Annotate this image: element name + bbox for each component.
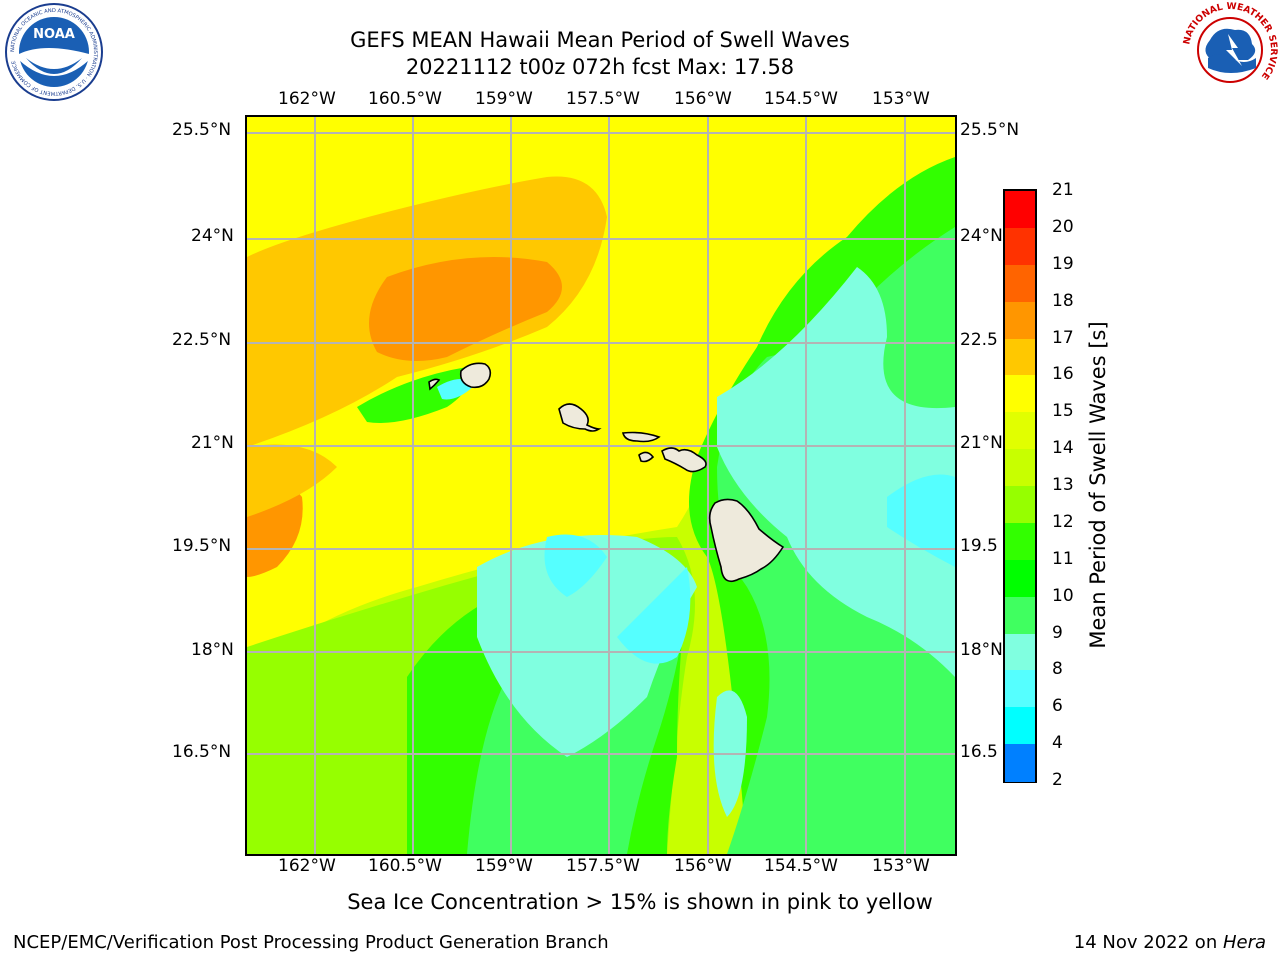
map-plot-area xyxy=(245,115,957,856)
lat-label-right: 19.5 xyxy=(960,536,998,556)
field-8-9-south xyxy=(544,534,607,597)
colorbar-segment xyxy=(1005,301,1035,339)
lon-label-top: 156°W xyxy=(674,89,732,109)
colorbar-segment xyxy=(1005,559,1035,598)
island-maui xyxy=(661,447,707,473)
lon-label-bottom: 153°W xyxy=(872,856,930,876)
lat-label-left: 16.5°N xyxy=(172,742,232,762)
lat-label-right: 18°N xyxy=(960,640,1003,660)
lon-label-bottom: 162°W xyxy=(278,856,336,876)
lat-label-right: 22.5 xyxy=(960,330,998,350)
lat-label-left: 25.5°N xyxy=(172,120,232,140)
nws-logo: NATIONAL WEATHER SERVICE xyxy=(1181,1,1279,98)
colorbar-segment xyxy=(1005,670,1035,708)
colorbar-tick-label: 9 xyxy=(1052,622,1063,643)
colorbar-tick-label: 12 xyxy=(1052,511,1074,532)
colorbar-tick-label: 21 xyxy=(1052,180,1074,200)
lat-label-right: 25.5°N xyxy=(960,120,1020,140)
colorbar xyxy=(1003,189,1037,783)
colorbar-tick-label: 4 xyxy=(1052,733,1063,754)
colorbar-segment xyxy=(1005,227,1035,266)
colorbar-segment xyxy=(1005,264,1035,303)
map-title: GEFS MEAN Hawaii Mean Period of Swell Wa… xyxy=(350,28,850,52)
colorbar-segment xyxy=(1005,522,1035,561)
lon-label-bottom: 154.5°W xyxy=(764,856,838,876)
sea-ice-note: Sea Ice Concentration > 15% is shown in … xyxy=(347,890,933,914)
colorbar-tick-label: 15 xyxy=(1052,401,1074,422)
colorbar-tick-label: 19 xyxy=(1052,253,1074,274)
noaa-logo: NOAA NATIONAL OCEANIC AND ATMOSPHERIC AD… xyxy=(5,3,103,101)
lon-label-bottom: 159°W xyxy=(475,856,533,876)
colorbar-tick-label: 20 xyxy=(1052,216,1074,237)
colorbar-segment xyxy=(1005,375,1035,413)
map-gridlines xyxy=(247,117,955,854)
lon-label-top: 153°W xyxy=(872,89,930,109)
colorbar-segment xyxy=(1005,596,1035,634)
colorbar-tick-label: 13 xyxy=(1052,475,1074,495)
island-oahu xyxy=(558,403,602,432)
lat-label-right: 21°N xyxy=(960,433,1003,453)
noaa-logo-text: NOAA xyxy=(33,27,75,42)
colorbar-segment xyxy=(1005,486,1035,524)
lon-label-bottom: 157.5°W xyxy=(566,856,640,876)
lat-label-left: 22.5°N xyxy=(172,330,232,350)
lon-label-bottom: 156°W xyxy=(674,856,732,876)
colorbar-tick-label: 8 xyxy=(1052,659,1063,680)
lon-label-top: 157.5°W xyxy=(566,89,640,109)
colorbar-segment xyxy=(1005,338,1035,376)
colorbar-segment xyxy=(1005,633,1035,671)
colorbar-tick-label: 2 xyxy=(1052,770,1063,790)
island-lanai xyxy=(638,451,655,463)
lat-label-left: 24°N xyxy=(191,226,234,246)
lat-label-left: 21°N xyxy=(191,433,234,453)
colorbar-segment xyxy=(1005,744,1035,782)
lon-label-top: 159°W xyxy=(475,89,533,109)
lon-label-top: 162°W xyxy=(278,89,336,109)
island-kauai xyxy=(459,362,492,389)
colorbar-tick-label: 16 xyxy=(1052,364,1074,385)
colorbar-tick-label: 14 xyxy=(1052,438,1074,459)
colorbar-title: Mean Period of Swell Waves [s] xyxy=(1086,321,1110,649)
field-8-9-center xyxy=(617,567,691,664)
field-17-18-north xyxy=(369,257,562,361)
lat-label-right: 16.5 xyxy=(960,742,998,762)
lon-label-bottom: 160.5°W xyxy=(368,856,442,876)
colorbar-tick-label: 6 xyxy=(1052,696,1063,717)
colorbar-segment xyxy=(1005,449,1035,487)
footer-date: 14 Nov 2022 on Hera xyxy=(1074,932,1266,953)
colorbar-segment xyxy=(1005,707,1035,745)
lon-label-top: 160.5°W xyxy=(368,89,442,109)
colorbar-segment xyxy=(1005,412,1035,450)
footer-credit: NCEP/EMC/Verification Post Processing Pr… xyxy=(13,932,609,953)
colorbar-tick-label: 17 xyxy=(1052,327,1074,348)
hawaiian-islands xyxy=(428,362,785,583)
colorbar-tick-label: 11 xyxy=(1052,548,1074,569)
field-9-10-east xyxy=(717,267,955,677)
island-molokai xyxy=(621,431,661,443)
colorbar-tick-label: 10 xyxy=(1052,585,1074,606)
lon-label-top: 154.5°W xyxy=(764,89,838,109)
colorbar-segment xyxy=(1005,191,1035,229)
lat-label-left: 19.5°N xyxy=(172,536,232,556)
colorbar-tick-label: 18 xyxy=(1052,290,1074,311)
island-hawaii xyxy=(708,498,785,583)
footer-date-text: 14 Nov 2022 on xyxy=(1073,932,1223,953)
footer-machine: Hera xyxy=(1222,932,1266,953)
map-subtitle: 20221112 t00z 072h fcst Max: 17.58 xyxy=(405,55,795,79)
field-9-10-south xyxy=(477,535,697,757)
island-niihau xyxy=(428,378,441,391)
lat-label-right: 24°N xyxy=(960,226,1003,246)
swell-period-map xyxy=(247,117,955,854)
lat-label-left: 18°N xyxy=(191,640,234,660)
